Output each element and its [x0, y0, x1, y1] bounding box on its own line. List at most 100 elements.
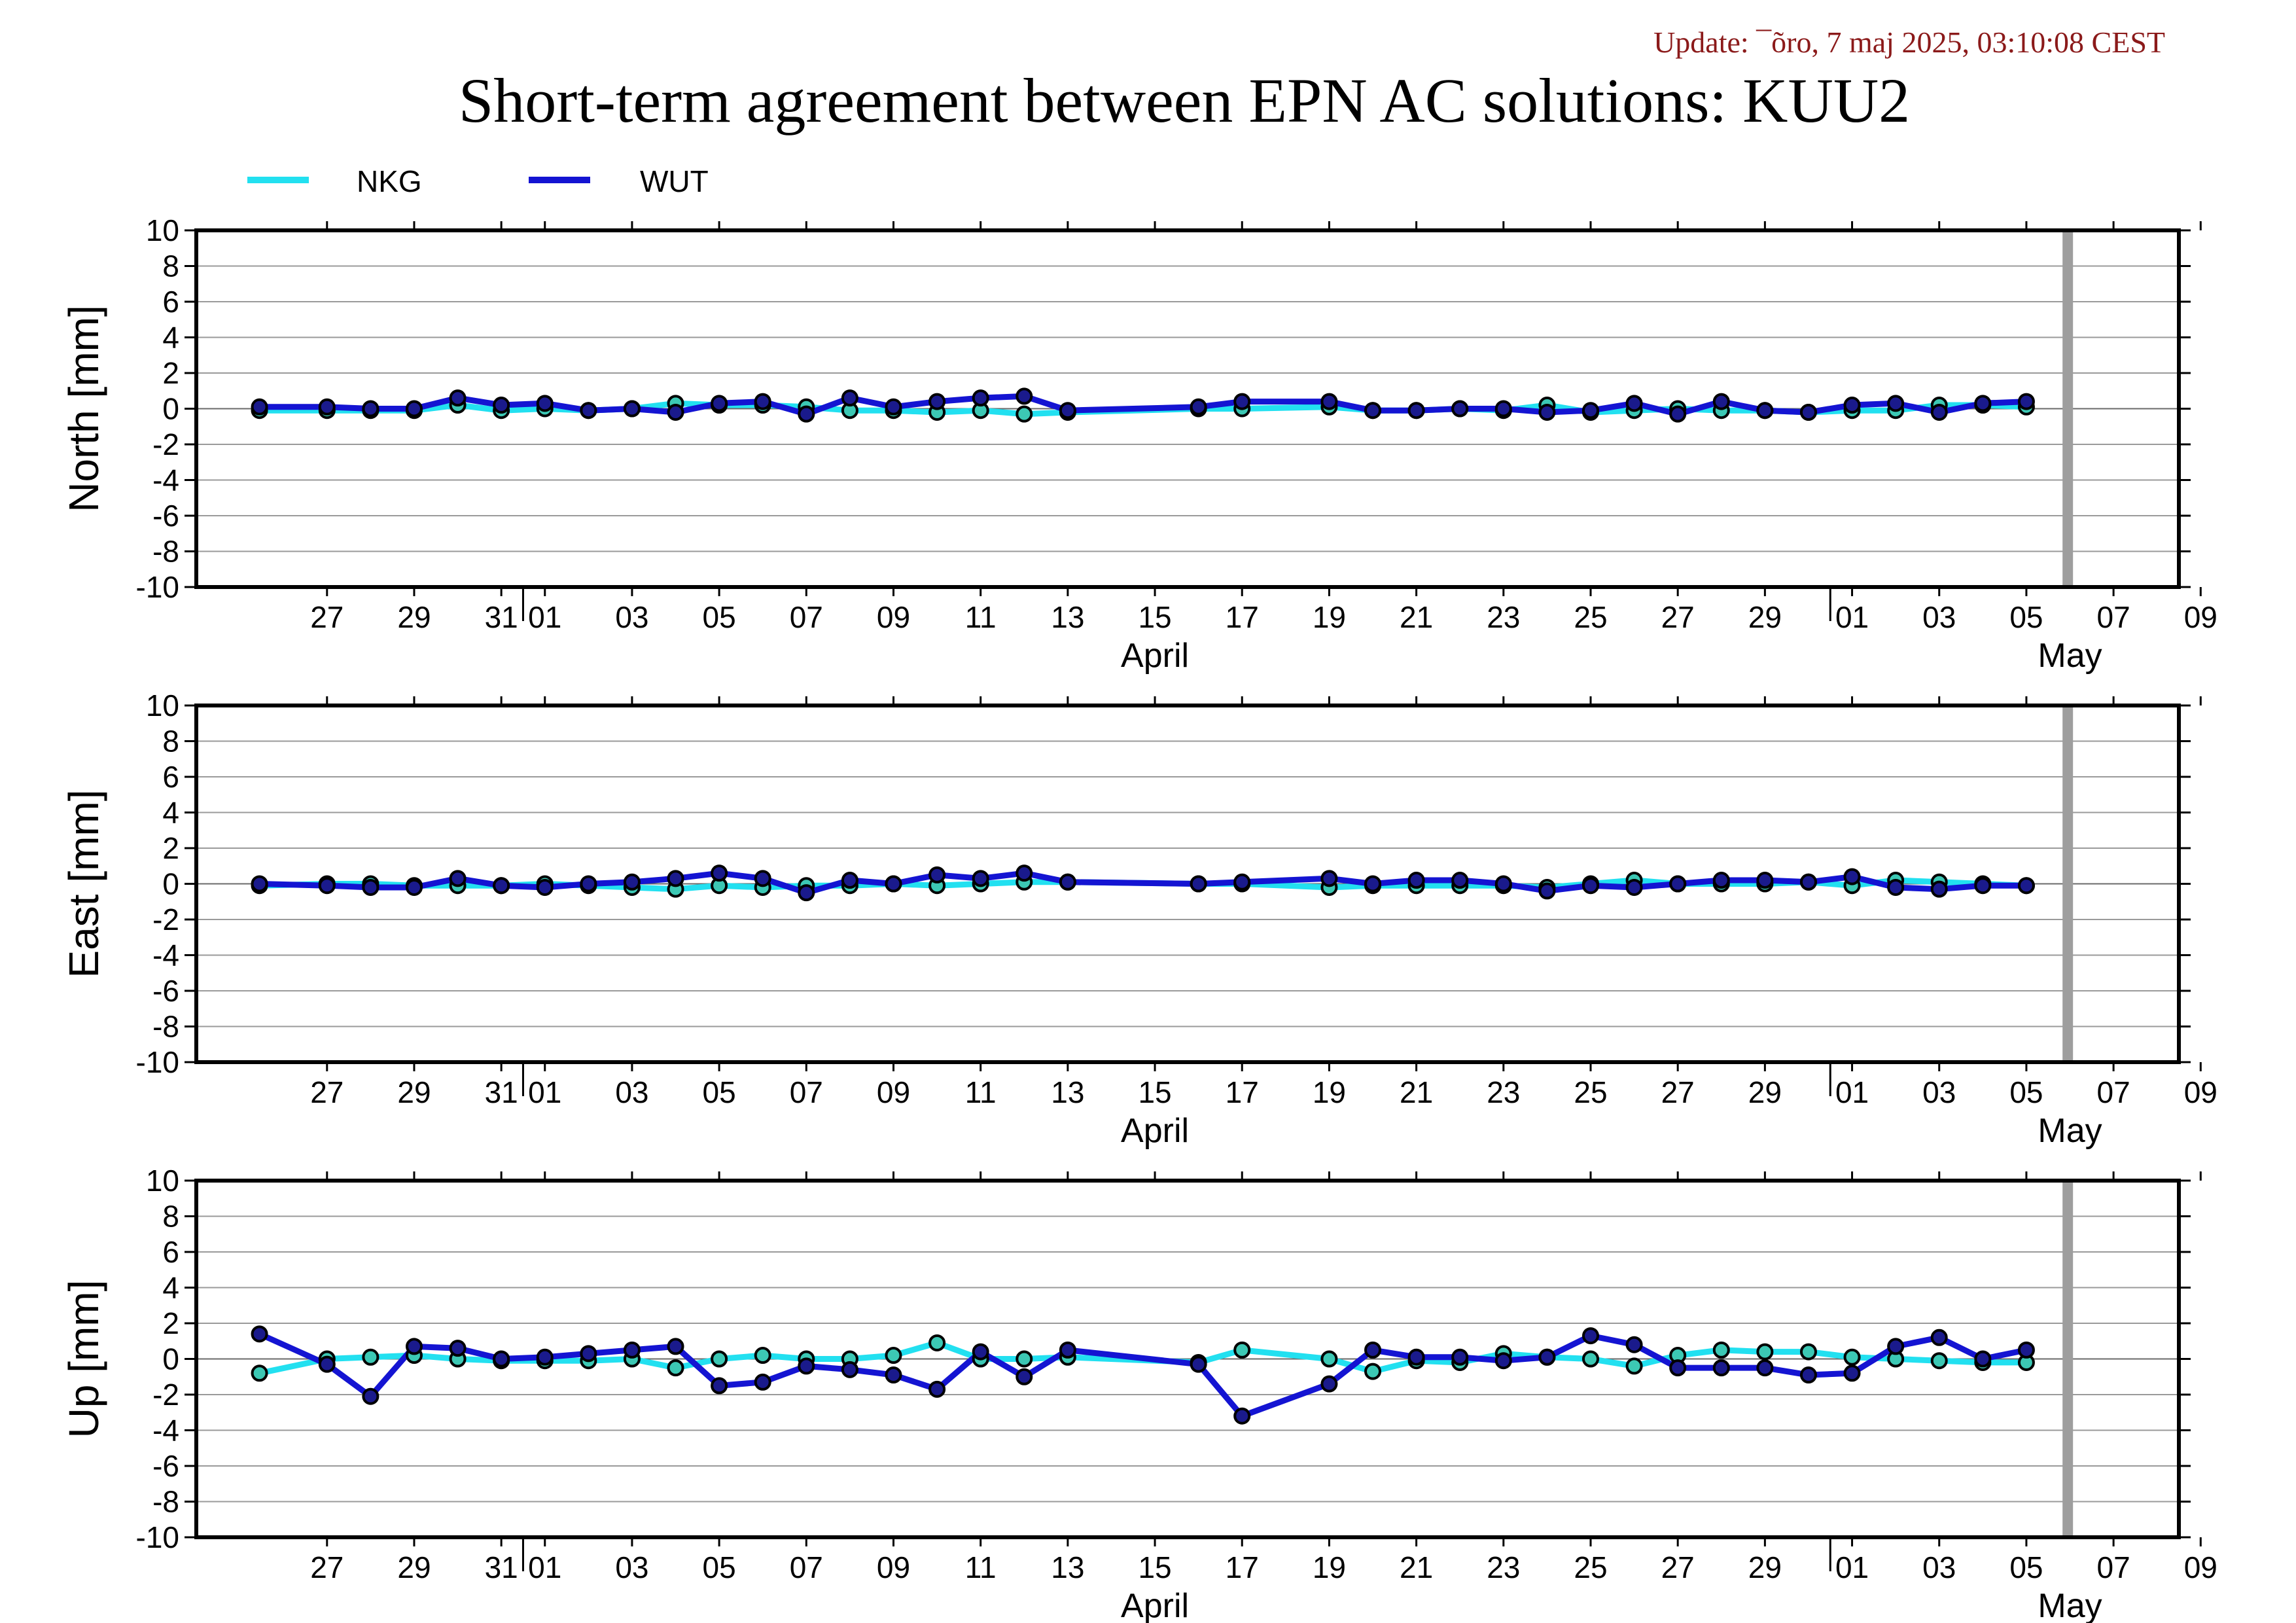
- data-point-wut: [972, 1343, 989, 1361]
- data-point-wut: [449, 1340, 467, 1357]
- y-tick-label: 10: [146, 1164, 179, 1198]
- y-tick-label: -4: [152, 1414, 179, 1448]
- data-point-wut: [885, 875, 902, 893]
- data-point-wut: [449, 389, 467, 407]
- data-point-wut: [1407, 1348, 1425, 1366]
- data-point-wut: [667, 403, 684, 421]
- x-tick-label: 01: [528, 600, 561, 634]
- data-point-wut: [1843, 397, 1861, 414]
- data-point-wut: [711, 865, 728, 882]
- y-tick-label: -4: [152, 463, 179, 497]
- x-tick-label: 09: [2184, 1550, 2217, 1584]
- data-point-nkg: [1712, 1341, 1730, 1359]
- data-point-wut: [1320, 1375, 1338, 1393]
- data-point-wut: [1016, 865, 1033, 882]
- data-point-wut: [1756, 1359, 1774, 1377]
- data-point-nkg: [1581, 1350, 1599, 1368]
- x-tick-label: 27: [310, 600, 344, 634]
- data-point-wut: [711, 395, 728, 412]
- data-point-wut: [667, 870, 684, 887]
- data-point-wut: [493, 1350, 510, 1368]
- data-point-wut: [1016, 1368, 1033, 1385]
- x-tick-label: 03: [1922, 1075, 1956, 1109]
- data-point-wut: [667, 1338, 684, 1355]
- data-point-wut: [580, 1345, 597, 1363]
- x-tick-label: 11: [965, 600, 997, 634]
- y-tick-label: -2: [152, 1378, 179, 1412]
- x-tick-label: 17: [1226, 600, 1259, 634]
- x-tick-label: 29: [397, 1075, 431, 1109]
- legend-label-nkg: NKG: [357, 164, 422, 198]
- data-point-wut: [1059, 402, 1076, 419]
- data-point-nkg: [1364, 1363, 1382, 1380]
- x-tick-label: 03: [615, 1075, 648, 1109]
- legend-swatch-wut: [529, 177, 590, 183]
- data-point-nkg: [1843, 1348, 1861, 1366]
- y-tick-label: -6: [152, 499, 179, 533]
- x-tick-label: 15: [1138, 1550, 1171, 1584]
- data-point-wut: [2017, 877, 2035, 895]
- y-tick-label: -4: [152, 938, 179, 972]
- data-point-wut: [1407, 402, 1425, 419]
- data-point-nkg: [251, 1364, 268, 1382]
- x-tick-label: 29: [397, 600, 431, 634]
- data-point-nkg: [1320, 1350, 1338, 1368]
- x-tick-label: 05: [2009, 1550, 2043, 1584]
- month-label: May: [2038, 637, 2102, 675]
- x-tick-label: 09: [877, 1550, 910, 1584]
- y-tick-label: -10: [136, 1045, 179, 1079]
- data-point-wut: [1364, 1341, 1382, 1359]
- time-marker-bar: [2062, 1181, 2074, 1537]
- month-label: April: [1121, 1587, 1189, 1623]
- x-tick-label: 13: [1051, 1550, 1084, 1584]
- data-point-nkg: [711, 1350, 728, 1368]
- data-point-nkg: [362, 1348, 380, 1366]
- x-tick-label: 29: [1748, 1550, 1782, 1584]
- data-point-wut: [1712, 1359, 1730, 1377]
- x-tick-label: 31: [485, 1075, 518, 1109]
- data-point-wut: [1364, 875, 1382, 893]
- x-tick-label: 29: [1748, 1075, 1782, 1109]
- data-point-wut: [1843, 1364, 1861, 1382]
- data-point-wut: [798, 1357, 815, 1375]
- data-point-wut: [1190, 398, 1207, 416]
- data-point-wut: [1407, 872, 1425, 889]
- data-point-wut: [493, 397, 510, 414]
- month-label: April: [1121, 637, 1189, 675]
- data-point-wut: [1364, 402, 1382, 419]
- x-tick-label: 27: [310, 1075, 344, 1109]
- x-tick-label: 17: [1226, 1075, 1259, 1109]
- data-point-wut: [1974, 1350, 1992, 1368]
- data-point-wut: [1233, 873, 1251, 891]
- data-point-wut: [1233, 393, 1251, 410]
- data-point-wut: [1059, 873, 1076, 891]
- data-point-wut: [405, 1338, 423, 1355]
- data-point-wut: [885, 398, 902, 416]
- legend-label-wut: WUT: [640, 164, 709, 198]
- data-point-wut: [623, 873, 641, 891]
- x-tick-label: 11: [965, 1550, 997, 1584]
- data-point-wut: [798, 405, 815, 423]
- data-point-wut: [928, 866, 946, 883]
- y-tick-label: -8: [152, 1010, 179, 1044]
- data-point-wut: [1451, 1348, 1469, 1366]
- data-point-nkg: [1930, 1352, 1948, 1370]
- data-point-wut: [754, 1373, 771, 1391]
- x-tick-label: 13: [1051, 1075, 1084, 1109]
- chart-title: Short-term agreement between EPN AC solu…: [458, 65, 1911, 135]
- data-point-wut: [1581, 1327, 1599, 1345]
- data-point-wut: [1669, 1359, 1687, 1377]
- x-tick-label: 21: [1400, 600, 1433, 634]
- data-point-wut: [536, 1348, 554, 1366]
- x-tick-label: 25: [1574, 1550, 1607, 1584]
- data-point-nkg: [928, 1334, 946, 1351]
- x-tick-label: 11: [965, 1075, 997, 1109]
- data-point-wut: [1756, 872, 1774, 889]
- data-point-wut: [1494, 1352, 1512, 1370]
- y-tick-label: 6: [162, 285, 179, 319]
- y-tick-label: 8: [162, 724, 179, 758]
- data-point-wut: [449, 870, 467, 887]
- data-point-wut: [623, 1341, 641, 1359]
- x-tick-label: 19: [1313, 600, 1346, 634]
- data-point-wut: [1799, 403, 1817, 421]
